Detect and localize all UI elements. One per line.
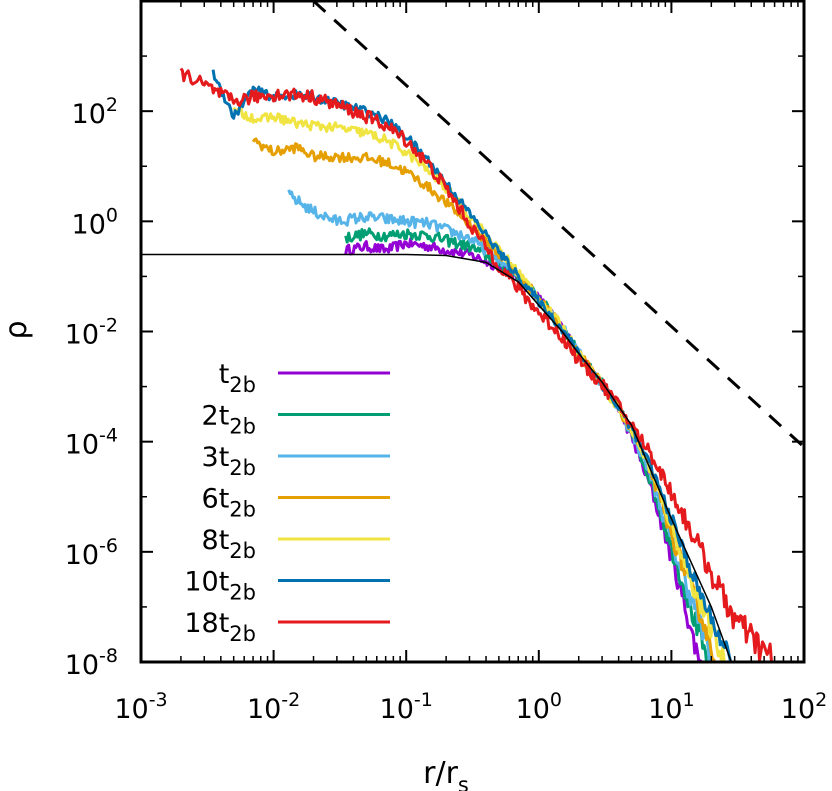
y-axis-title: ρ xyxy=(0,320,34,339)
x-tick-label: 10-2 xyxy=(247,689,300,725)
legend-label-3: 3t2b xyxy=(202,442,256,480)
legend-label-5: 8t2b xyxy=(202,525,256,563)
series-line-3 xyxy=(287,189,712,662)
x-tick-label: 100 xyxy=(516,689,562,725)
series-line-2 xyxy=(344,227,709,662)
series-line-7 xyxy=(179,67,775,662)
initial-profile-line xyxy=(141,253,733,662)
legend-label-1: t2b xyxy=(219,359,256,397)
y-tick-label: 102 xyxy=(72,94,118,130)
y-tick-label: 10-8 xyxy=(65,645,118,681)
x-tick-label: 10-3 xyxy=(114,689,167,725)
x-axis-title: r/rs xyxy=(423,756,469,791)
y-axis-ticks: 10-8 10-6 10-4 10-2 100 102 xyxy=(65,55,804,681)
x-tick-label: 101 xyxy=(648,689,694,725)
legend-label-6: 10t2b xyxy=(184,567,256,605)
series-line-6 xyxy=(211,69,733,662)
power-law-guide-line xyxy=(312,1,804,449)
x-tick-label: 102 xyxy=(781,689,827,725)
legend-label-2: 2t2b xyxy=(202,401,256,439)
series-layer xyxy=(179,67,775,662)
reference-lines xyxy=(141,1,804,662)
legend-label-4: 6t2b xyxy=(202,484,256,522)
y-tick-label: 10-2 xyxy=(65,315,118,351)
y-tick-label: 10-6 xyxy=(65,535,118,571)
y-tick-label: 100 xyxy=(72,204,118,240)
x-axis-ticks: 10-3 10-2 10-1 100 101 102 xyxy=(114,1,827,725)
series-line-5 xyxy=(232,106,726,662)
x-axis-title-main: r/r xyxy=(423,756,458,791)
x-tick-label: 10-1 xyxy=(380,689,433,725)
y-tick-label: 10-4 xyxy=(65,425,118,461)
legend-label-7: 18t2b xyxy=(184,608,256,646)
x-axis-title-sub: s xyxy=(458,773,469,791)
